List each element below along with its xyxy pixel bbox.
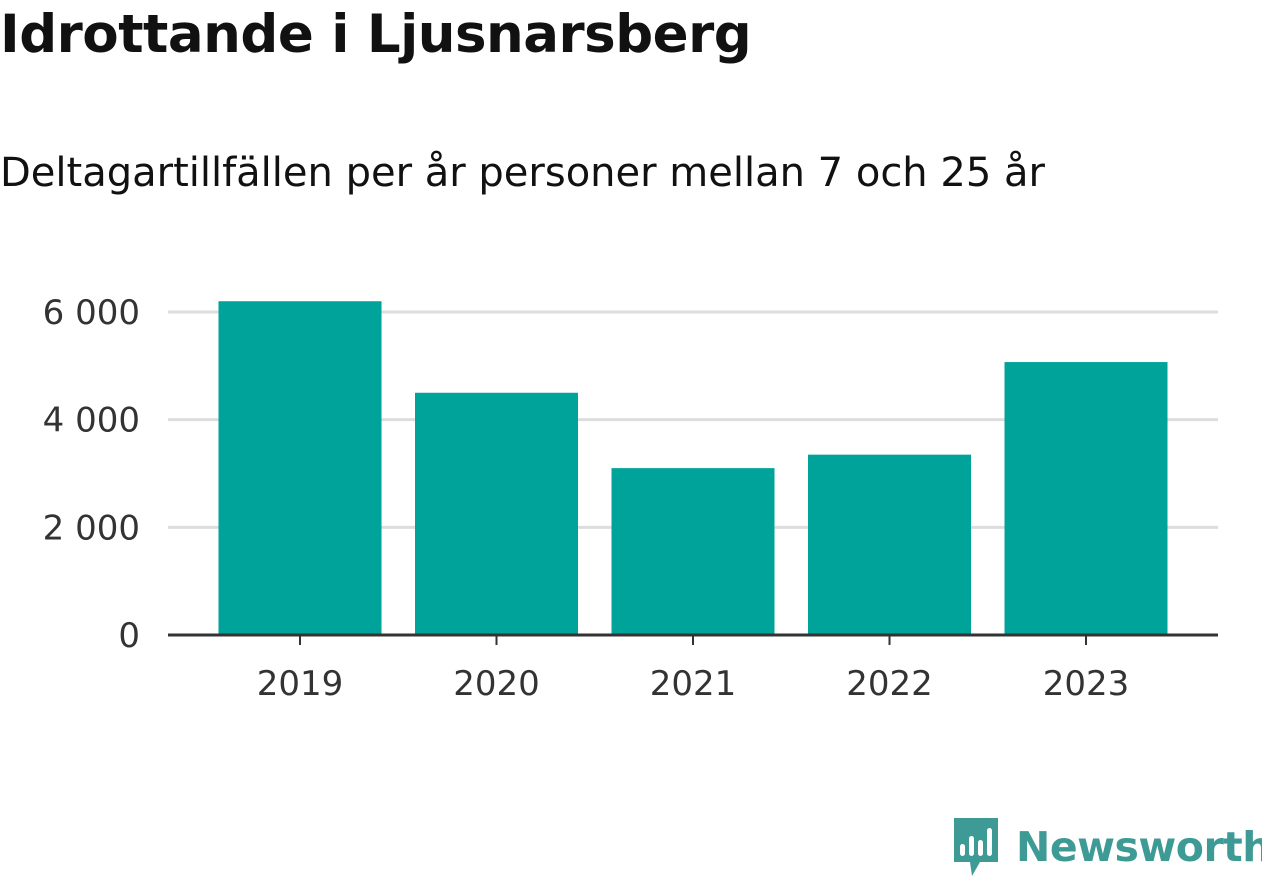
x-tick-label: 2020	[453, 664, 540, 704]
x-tick-label: 2021	[650, 664, 737, 704]
y-tick-label: 4 000	[43, 401, 140, 441]
brand-name: Newsworthy	[1016, 823, 1262, 871]
y-tick-label: 6 000	[43, 293, 140, 333]
bar-2022[interactable]	[808, 454, 971, 635]
x-tick-label: 2023	[1043, 664, 1130, 704]
x-tick-label: 2022	[846, 664, 933, 704]
y-tick-label: 2 000	[43, 508, 140, 548]
bar-2019[interactable]	[218, 301, 382, 635]
bars	[218, 301, 1168, 635]
newsworthy-logo[interactable]: Newsworthy	[950, 816, 1262, 878]
bar-2020[interactable]	[415, 392, 578, 635]
chart-title: Idrottande i Ljusnarsberg	[0, 4, 752, 65]
bar-2021[interactable]	[611, 468, 775, 635]
x-tick-label: 2019	[257, 664, 344, 704]
y-tick-label: 0	[118, 616, 140, 656]
axes: 0 2 000 4 000 6 000 2019 2020 2021 2022 2023	[43, 293, 1218, 704]
newsworthy-logo-icon	[954, 818, 998, 876]
bar-2023[interactable]	[1004, 362, 1168, 635]
chart-subtitle: Deltagartillfällen per år personer mella…	[0, 150, 1045, 196]
